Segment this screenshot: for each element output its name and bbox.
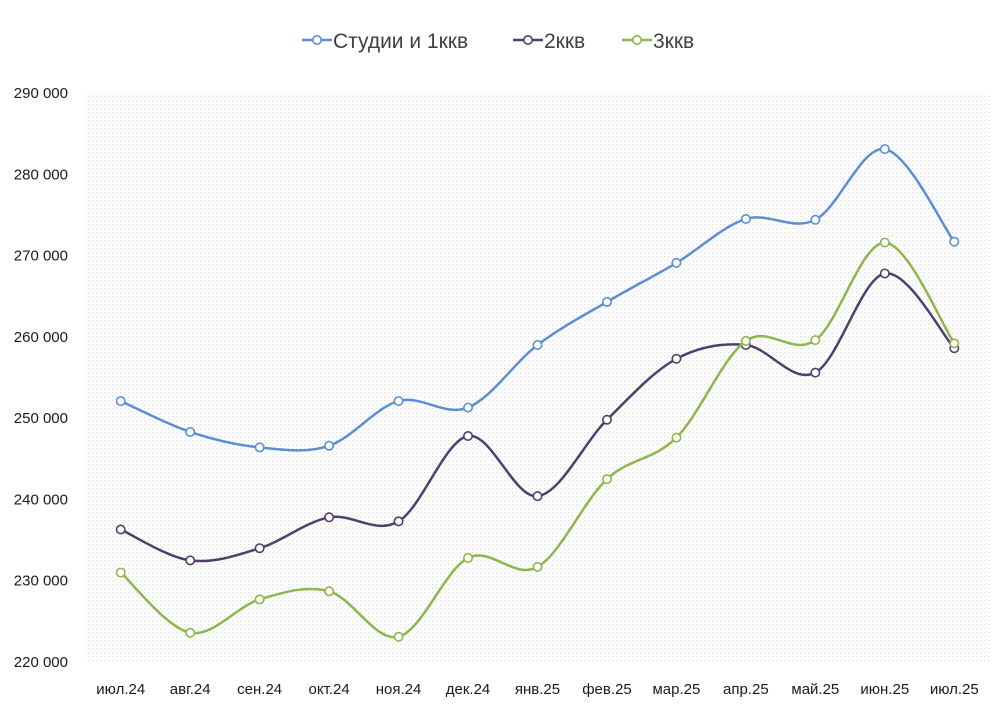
data-point [324,512,335,523]
data-point [810,367,821,378]
data-point [463,431,474,442]
y-tick-label: 220 000 [14,654,68,671]
data-point [671,353,682,364]
legend-item: 2ккв [513,30,585,53]
legend-label: 3ккв [653,30,694,53]
legend-item: Студии и 1ккв [302,30,468,53]
y-tick-label: 250 000 [14,410,68,427]
data-point [254,442,265,453]
data-point [879,237,890,248]
series-1 [115,144,960,453]
legend-marker [631,34,642,45]
data-point [601,414,612,425]
legend-marker [311,34,322,45]
x-tick-label: июл.25 [930,681,979,698]
data-point [185,555,196,566]
data-point [740,213,751,224]
x-tick-label: апр.25 [723,681,769,698]
legend-label: 2ккв [544,30,585,53]
data-point [601,474,612,485]
y-tick-label: 290 000 [14,85,68,102]
data-point [254,543,265,554]
data-point [810,335,821,346]
y-tick-label: 270 000 [14,248,68,265]
x-tick-label: окт.24 [309,681,350,698]
data-point [532,339,543,350]
y-axis: 220 000 230 000 240 000 250 000 260 000 270 0… [14,85,68,671]
data-point [601,296,612,307]
legend: Студии и 1ккв 2ккв 3ккв [302,30,694,53]
plot-area [86,93,989,662]
x-tick-label: сен.24 [237,681,282,698]
data-point [254,594,265,605]
data-point [671,257,682,268]
data-point [532,561,543,572]
data-point [463,402,474,413]
data-point [393,516,404,527]
y-tick-label: 240 000 [14,491,68,508]
data-point [115,396,126,407]
y-tick-label: 280 000 [14,166,68,183]
series-layer [115,144,960,642]
data-point [671,432,682,443]
data-point [740,335,751,346]
data-point [879,144,890,155]
x-tick-label: ноя.24 [376,681,422,698]
series-2 [115,268,960,566]
data-point [949,236,960,247]
legend-label: Студии и 1ккв [333,30,468,53]
data-point [115,567,126,578]
legend-marker [522,34,533,45]
x-axis: июл.24 авг.24 сен.24 окт.24 ноя.24 дек.24 янв.… [96,681,978,698]
x-tick-label: авг.24 [170,681,211,698]
data-point [810,214,821,225]
series-line [120,147,956,452]
data-point [949,338,960,349]
legend-item: 3ккв [622,30,694,53]
y-tick-label: 230 000 [14,573,68,590]
x-tick-label: дек.24 [446,681,491,698]
data-point [532,491,543,502]
data-point [185,627,196,638]
data-point [879,268,890,279]
x-tick-label: мар.25 [652,681,700,698]
data-point [324,440,335,451]
data-point [185,426,196,437]
data-point [463,552,474,563]
y-tick-label: 260 000 [14,329,68,346]
x-tick-label: июн.25 [860,681,909,698]
data-point [393,396,404,407]
x-tick-label: май.25 [791,681,839,698]
x-tick-label: июл.24 [96,681,145,698]
x-tick-label: фев.25 [582,681,632,698]
data-point [324,586,335,597]
data-point [115,524,126,535]
data-point [393,631,404,642]
x-tick-label: янв.25 [515,681,560,698]
series-3 [115,237,960,642]
